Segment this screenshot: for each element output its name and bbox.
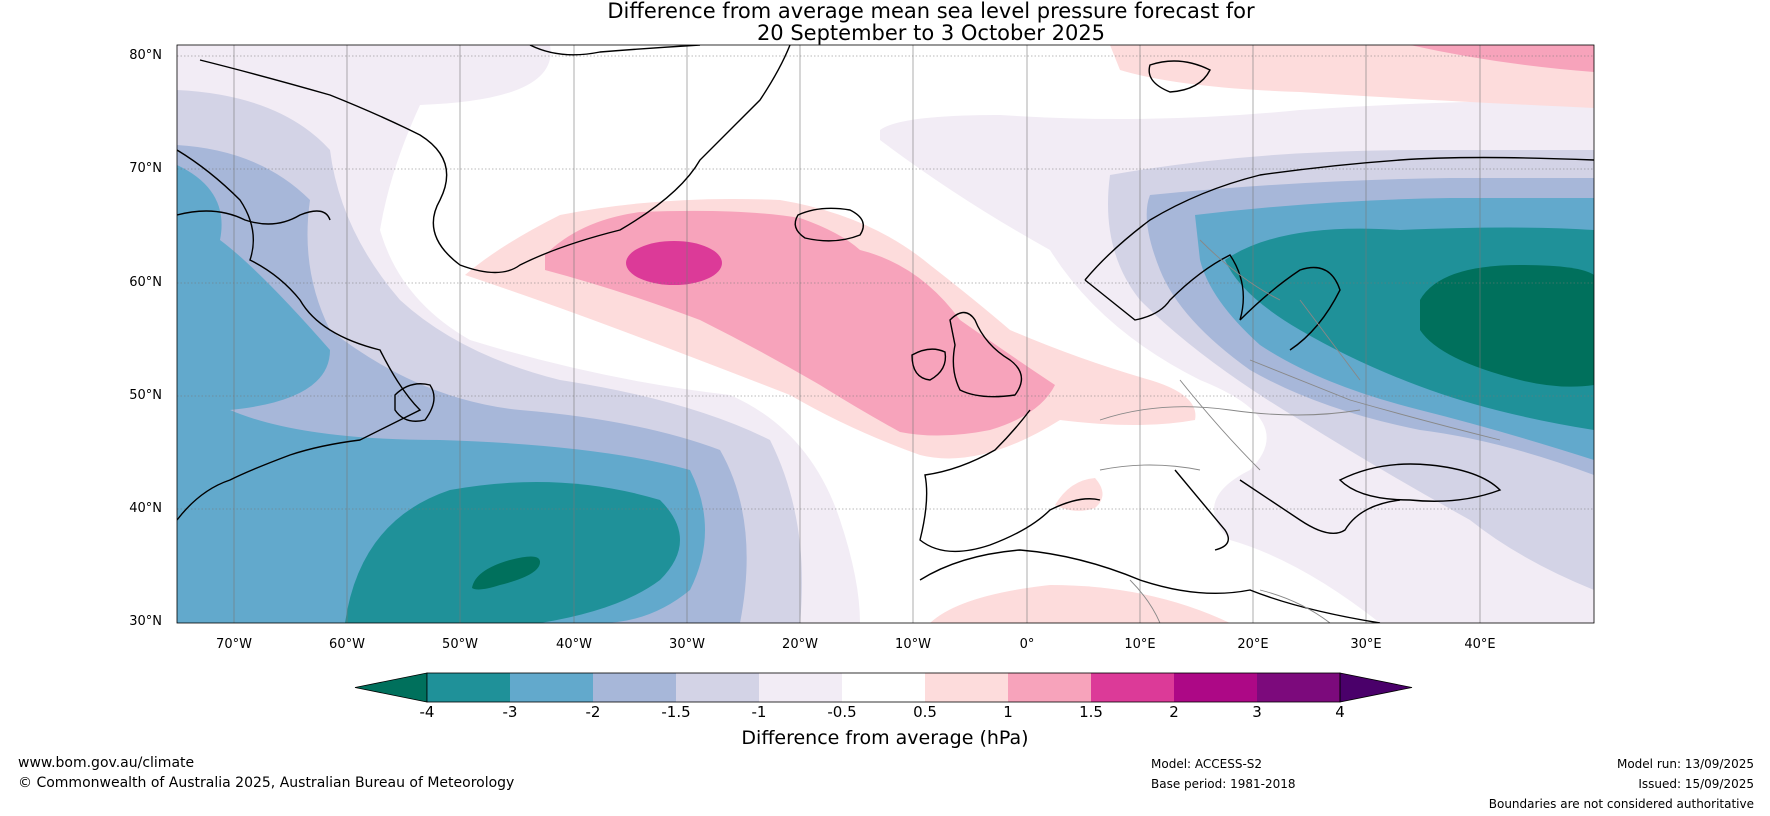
colorbar-swatch-5 bbox=[759, 673, 842, 702]
colorbar-swatch-9 bbox=[1091, 673, 1174, 702]
map-title: Difference from average mean sea level p… bbox=[607, 0, 1255, 23]
colorbar-tick-plus4: 4 bbox=[1335, 703, 1345, 721]
colorbar bbox=[354, 672, 1413, 703]
colorbar-tick-minus05: -0.5 bbox=[827, 703, 857, 721]
lat-label-70n: 70°N bbox=[129, 161, 162, 176]
lon-label-40e: 40°E bbox=[1464, 637, 1496, 652]
lon-label-60w: 60°W bbox=[329, 637, 365, 652]
coast-britain bbox=[949, 311, 1023, 398]
colorbar-tick-minus3: -3 bbox=[502, 703, 518, 721]
coast-iceland bbox=[794, 207, 864, 242]
footer-website: www.bom.gov.au/climate bbox=[18, 755, 195, 771]
colorbar-swatch-6 bbox=[842, 673, 925, 702]
colorbar-label: Difference from average (hPa) bbox=[741, 727, 1029, 749]
colorbar-tick-plus2: 2 bbox=[1169, 703, 1179, 721]
colorbar-tick-minus1: -1 bbox=[751, 703, 767, 721]
lat-label-60n: 60°N bbox=[129, 275, 162, 290]
colorbar-swatch-8 bbox=[1008, 673, 1091, 702]
colorbar-frame bbox=[426, 672, 1341, 703]
lat-label-40n: 40°N bbox=[129, 501, 162, 516]
colorbar-tick-plus05: 0.5 bbox=[913, 703, 937, 721]
footer-model-run: Model run: 13/09/2025 bbox=[1616, 757, 1754, 771]
colorbar-tick-minus2: -2 bbox=[585, 703, 601, 721]
lon-label-0: 0° bbox=[1019, 637, 1035, 652]
lat-label-80n: 80°N bbox=[129, 48, 162, 63]
footer-base-period: Base period: 1981-2018 bbox=[1151, 777, 1296, 791]
anomaly-level-plus05-arctic bbox=[1110, 45, 1594, 108]
lon-label-30w: 30°W bbox=[669, 637, 705, 652]
coast-balkans bbox=[1239, 479, 1401, 534]
coastlines bbox=[177, 45, 1594, 623]
map-subtitle: 20 September to 3 October 2025 bbox=[756, 21, 1106, 45]
anomaly-level-minus3-west bbox=[345, 482, 680, 623]
coast-baffin bbox=[177, 210, 331, 225]
coast-canada bbox=[177, 149, 422, 521]
meridians bbox=[233, 45, 1481, 623]
colorbar-swatch-10 bbox=[1174, 673, 1257, 702]
lon-label-10w: 10°W bbox=[895, 637, 931, 652]
colorbar-tick-minus15: -1.5 bbox=[661, 703, 691, 721]
coast-newfoundland bbox=[394, 383, 435, 422]
lon-label-40w: 40°W bbox=[556, 637, 592, 652]
coast-greenland bbox=[199, 45, 791, 274]
anomaly-level-plus1-arctic bbox=[1410, 45, 1594, 72]
anomaly-field bbox=[177, 45, 1594, 623]
footer-copyright: © Commonwealth of Australia 2025, Austra… bbox=[18, 775, 515, 791]
coast-blacksea bbox=[1338, 463, 1502, 502]
coast-ireland bbox=[911, 348, 947, 381]
lon-label-20w: 20°W bbox=[782, 637, 818, 652]
lon-label-30e: 30°E bbox=[1350, 637, 1382, 652]
country-borders bbox=[1099, 239, 1501, 623]
lon-label-20e: 20°E bbox=[1237, 637, 1269, 652]
colorbar-swatch-11 bbox=[1257, 673, 1340, 702]
coast-north-africa bbox=[919, 549, 1381, 623]
coast-europe-west bbox=[919, 409, 1101, 553]
colorbar-tick-plus15: 1.5 bbox=[1079, 703, 1103, 721]
coast-svalbard bbox=[1148, 60, 1211, 93]
colorbar-swatch-2 bbox=[510, 673, 593, 702]
colorbar-swatch-7 bbox=[925, 673, 1008, 702]
coast-baltic bbox=[1239, 266, 1341, 351]
colorbar-swatch-1 bbox=[427, 673, 510, 702]
coast-italy bbox=[1174, 469, 1229, 551]
footer-model: Model: ACCESS-S2 bbox=[1151, 757, 1263, 771]
footer-issued: Issued: 15/09/2025 bbox=[1638, 777, 1754, 791]
colorbar-tick-minus4: -4 bbox=[419, 703, 435, 721]
map-frame bbox=[176, 44, 1595, 624]
colorbar-extend-low bbox=[354, 672, 428, 703]
anomaly-level-minus4-east bbox=[1420, 265, 1594, 387]
footer-disclaimer: Boundaries are not considered authoritat… bbox=[1488, 797, 1754, 811]
lat-label-50n: 50°N bbox=[129, 388, 162, 403]
colorbar-tick-plus1: 1 bbox=[1003, 703, 1013, 721]
coast-scandinavia bbox=[1084, 156, 1594, 281]
colorbar-swatch-3 bbox=[593, 673, 676, 702]
anomaly-level-minus4-west bbox=[472, 556, 540, 590]
graticule bbox=[177, 55, 1594, 510]
colorbar-extend-high bbox=[1339, 672, 1413, 703]
lon-label-10e: 10°E bbox=[1124, 637, 1156, 652]
coast-greenland-north bbox=[529, 45, 701, 56]
anomaly-level-plus15-core bbox=[626, 241, 722, 285]
colorbar-tick-plus3: 3 bbox=[1252, 703, 1262, 721]
lat-label-30n: 30°N bbox=[129, 614, 162, 629]
lon-label-50w: 50°W bbox=[442, 637, 478, 652]
colorbar-swatch-4 bbox=[676, 673, 759, 702]
lon-label-70w: 70°W bbox=[216, 637, 252, 652]
